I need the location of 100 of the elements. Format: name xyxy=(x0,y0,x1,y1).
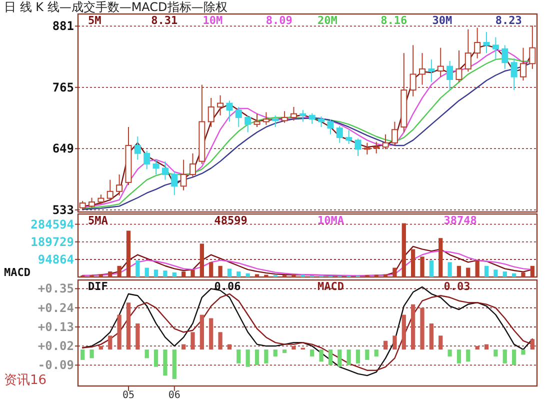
candlestick xyxy=(281,110,288,124)
candlestick xyxy=(134,136,141,160)
candlestick xyxy=(217,94,224,116)
candlestick xyxy=(529,25,536,70)
bar xyxy=(246,350,250,367)
candlestick xyxy=(437,47,444,78)
bar xyxy=(466,350,470,362)
bar xyxy=(209,262,214,277)
candlestick xyxy=(492,36,499,60)
bar xyxy=(328,350,333,366)
bar xyxy=(254,350,260,366)
bar xyxy=(521,272,526,277)
bar xyxy=(182,344,186,350)
candlestick xyxy=(244,114,252,133)
bar xyxy=(273,350,278,356)
annotation: 0.03 xyxy=(444,280,470,293)
candlestick xyxy=(391,121,398,146)
bar xyxy=(365,350,370,360)
text: 10M xyxy=(202,14,223,27)
y-tick-label: +0.35 xyxy=(38,282,74,296)
bar xyxy=(448,350,452,356)
y-axis-title: MACD xyxy=(4,266,31,279)
bar xyxy=(292,274,296,277)
annotation: 8.31 xyxy=(151,14,178,27)
text: 5M xyxy=(88,14,102,27)
bar xyxy=(530,339,534,350)
text: 资讯16 xyxy=(4,373,47,388)
bar xyxy=(236,271,241,277)
candlestick xyxy=(520,47,526,82)
bar xyxy=(117,266,122,277)
y-tick-label: +0.02 xyxy=(38,339,74,354)
bar xyxy=(484,344,489,350)
bar xyxy=(163,270,168,277)
candlestick xyxy=(106,179,114,202)
text: 10MA xyxy=(318,214,344,227)
bar xyxy=(90,350,94,358)
bar xyxy=(494,270,498,277)
bar xyxy=(163,350,168,376)
bar xyxy=(136,260,140,277)
bar xyxy=(98,274,104,277)
candlestick xyxy=(318,116,325,128)
candlestick xyxy=(418,52,426,86)
bar xyxy=(254,274,260,277)
bar xyxy=(154,350,158,367)
candlestick xyxy=(474,27,481,59)
bar xyxy=(521,350,526,355)
chart-title: 日 线 K 线—成交手数—MACD指标—除权 xyxy=(4,0,228,14)
y-tick-label: 94864 xyxy=(38,252,74,266)
candlestick xyxy=(189,152,196,178)
bar xyxy=(227,268,232,277)
y-tick-label: +0.24 xyxy=(38,300,74,315)
bar xyxy=(218,332,222,350)
y-tick-label: 284594 xyxy=(30,217,74,232)
bar xyxy=(411,304,416,350)
candlestick xyxy=(464,28,472,72)
candlestick xyxy=(428,58,435,83)
candlestick xyxy=(262,112,270,126)
bar xyxy=(383,340,388,350)
y-tick-label: 765 xyxy=(52,80,74,94)
bar xyxy=(374,350,378,356)
bar xyxy=(200,244,204,277)
candlestick xyxy=(502,44,508,70)
bar xyxy=(420,308,424,350)
bar xyxy=(411,249,416,277)
candlestick xyxy=(373,141,380,154)
candlestick xyxy=(290,106,297,122)
bar xyxy=(209,318,214,350)
bar xyxy=(346,350,351,366)
candlestick xyxy=(171,171,178,196)
candlestick xyxy=(327,119,334,135)
bar xyxy=(392,268,397,277)
candlestick xyxy=(235,106,242,128)
bar xyxy=(282,350,287,353)
y-tick-label: 649 xyxy=(52,142,74,156)
bar xyxy=(512,350,516,366)
bar xyxy=(448,262,452,277)
bar xyxy=(190,270,195,277)
candlestick xyxy=(364,142,370,155)
bar xyxy=(494,350,498,356)
bar xyxy=(456,350,462,364)
bar xyxy=(429,323,434,350)
bar xyxy=(136,323,140,350)
candlestick xyxy=(116,174,123,196)
candlestick xyxy=(144,150,150,170)
bar xyxy=(246,273,250,277)
candlestick xyxy=(180,159,187,191)
bar xyxy=(383,274,388,277)
bar xyxy=(356,350,360,364)
annotation: 8.09 xyxy=(266,14,292,27)
candlestick xyxy=(410,44,416,97)
candlestick xyxy=(254,113,260,128)
bar xyxy=(402,314,406,350)
annotation: 8.23 xyxy=(495,14,522,27)
y-tick-label: +0.13 xyxy=(38,320,74,334)
bar xyxy=(126,302,131,350)
bar xyxy=(392,336,397,350)
candlestick xyxy=(308,112,316,124)
annotation: 48599 xyxy=(214,214,248,227)
candlestick xyxy=(88,197,96,208)
bar xyxy=(108,336,112,350)
